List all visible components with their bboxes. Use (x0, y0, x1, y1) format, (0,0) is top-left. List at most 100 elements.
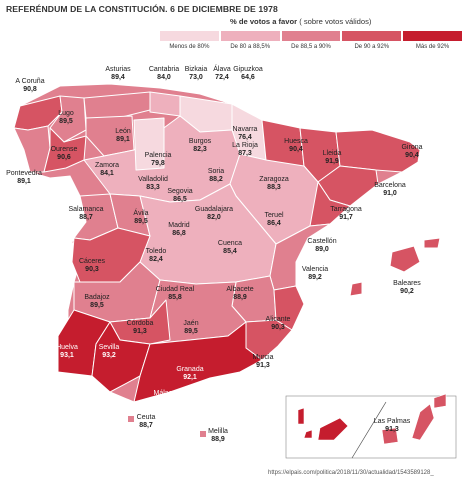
province-value: 90,3 (271, 324, 285, 331)
province-name: Granada (176, 366, 204, 373)
legend-swatch-4 (342, 31, 402, 41)
province-label: Palencia 79,8 (145, 152, 172, 168)
province-name: Álava (213, 66, 231, 73)
legend-swatch-5 (403, 31, 462, 41)
province-label: Barcelona 91,0 (374, 182, 406, 198)
canarias-inset-divider (351, 401, 387, 459)
province-label: Zaragoza 88,3 (259, 176, 289, 192)
province-value: 90,2 (400, 288, 414, 295)
province-label: Madrid 86,8 (168, 222, 189, 238)
province-name: Gipuzkoa (233, 66, 263, 73)
region-tarragona (309, 181, 351, 227)
legend-label-2: De 80 a 88,5% (230, 44, 271, 50)
province-name: Almería (241, 374, 267, 381)
legend-swatch-3 (281, 31, 341, 41)
province-label: Cantabria 84,0 (149, 66, 179, 82)
province-value: 89,4 (111, 74, 125, 81)
province-label: Navarra 76,4 (233, 126, 258, 142)
province-name: Salamanca (68, 206, 104, 213)
province-name: Ciudad Real (155, 286, 195, 293)
province-label: Almería 93,2 (242, 374, 266, 390)
legend-title-rest: ( sobre votos válidos) (299, 17, 372, 26)
province-name: León (115, 128, 131, 135)
province-name: A Coruña (15, 78, 45, 85)
province-label: Baleares 90,2 (393, 280, 421, 296)
province-name: Ávila (133, 210, 149, 217)
province-value: 89,1 (116, 136, 130, 143)
province-label: Toledo 82,4 (146, 248, 167, 264)
province-name: Pontevedra (6, 170, 42, 177)
province-name: Burgos (188, 138, 212, 145)
province-value: 89,2 (308, 274, 322, 281)
province-value: 89,1 (17, 178, 31, 185)
province-label: A Coruña 90,8 (15, 78, 44, 94)
province-label: Córdoba 91,3 (127, 320, 154, 336)
island-mallorca (389, 245, 421, 273)
province-value: 90,8 (23, 86, 37, 93)
province-label: Burgos 82,3 (189, 138, 211, 154)
island-lanzarote (433, 393, 447, 409)
province-name: Jaén (183, 320, 199, 327)
province-name: Madrid (168, 222, 190, 229)
province-value: 90,6 (57, 154, 71, 161)
province-name: Las Palmas (373, 418, 411, 425)
province-label: Sevilla 93,2 (99, 344, 120, 360)
region-granada-almeria (133, 321, 263, 403)
island-la-gomera (303, 429, 313, 439)
region-ourense (43, 127, 87, 173)
province-name: Cádiz (77, 402, 95, 409)
province-label: Tenerife 93,6 (319, 402, 344, 418)
province-value: 91,3 (385, 426, 399, 433)
legend-swatches (160, 31, 462, 41)
province-name: Guadalajara (194, 206, 234, 213)
province-label: Tarragona 91,7 (330, 206, 362, 222)
province-name: Ourense (50, 146, 78, 153)
province-name: Zamora (94, 162, 120, 169)
province-label: Álava 72,4 (213, 66, 231, 82)
province-label: Ciudad Real 85,8 (156, 286, 195, 302)
province-value: 93,5 (79, 410, 93, 417)
province-name: Asturias (105, 66, 131, 73)
province-name: La Rioja (232, 142, 258, 149)
province-value: 76,4 (238, 134, 252, 141)
province-label: Melilla 88,9 (208, 428, 228, 444)
legend-label-5: Más de 92% (415, 44, 450, 50)
province-label: La Rioja 87,3 (232, 142, 258, 158)
legend-label-1: Menos de 80% (169, 44, 210, 50)
province-value: 93,2 (247, 382, 261, 389)
island-la-palma (297, 407, 305, 425)
province-label: Gipuzkoa 64,6 (233, 66, 263, 82)
province-value: 91,0 (383, 190, 397, 197)
province-value: 82,0 (207, 214, 221, 221)
legend-title-bold: % de votos a favor (230, 17, 298, 26)
province-label: León 89,1 (115, 128, 131, 144)
province-value: 84,1 (100, 170, 114, 177)
province-name: Sevilla (98, 344, 120, 351)
island-gran-canaria (381, 427, 399, 445)
region-cantabria (149, 91, 181, 117)
ceuta-marker (128, 416, 134, 422)
province-label: Albacete 88,9 (226, 286, 253, 302)
province-value: 88,2 (209, 176, 223, 183)
province-name: Melilla (208, 428, 228, 435)
province-name: Tarragona (330, 206, 362, 213)
province-name: Murcia (252, 354, 274, 361)
province-name: Castellón (307, 238, 337, 245)
province-name: Valencia (301, 266, 329, 273)
province-name: Tenerife (318, 402, 344, 409)
province-value: 88,9 (233, 294, 247, 301)
province-value: 86,8 (172, 230, 186, 237)
province-value: 86,5 (173, 196, 187, 203)
province-value: 82,3 (193, 146, 207, 153)
province-name: Bizkaia (184, 66, 208, 73)
province-label: Huelva 93,1 (56, 344, 78, 360)
province-value: 88,7 (139, 422, 153, 429)
province-value: 79,8 (151, 160, 165, 167)
province-value: 87,3 (238, 150, 252, 157)
province-label: Valladolid 83,3 (138, 176, 168, 192)
province-name: Alicante (265, 316, 291, 323)
province-label: Cuenca 85,4 (218, 240, 242, 256)
source-url: https://elpais.com/politica/2018/11/30/a… (268, 470, 434, 476)
province-label: Ourense 90,6 (51, 146, 78, 162)
province-value: 89,0 (315, 246, 329, 253)
